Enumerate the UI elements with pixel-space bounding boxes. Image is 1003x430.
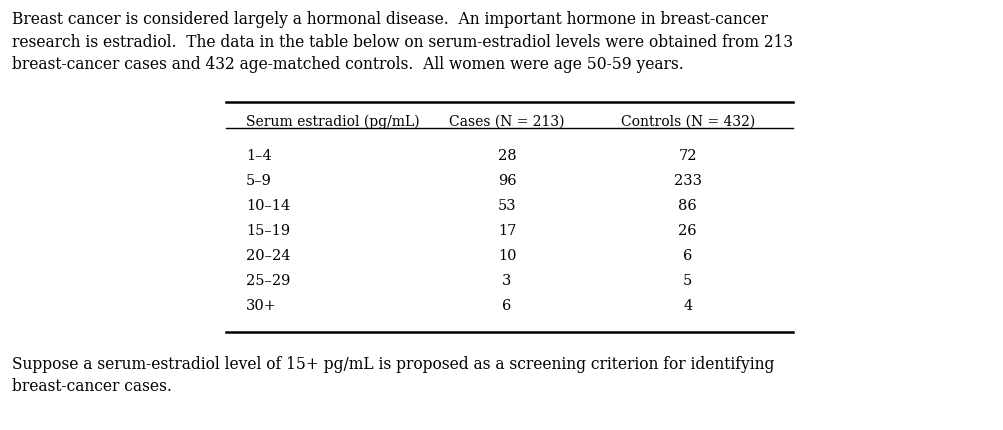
Text: 30+: 30+ — [246, 298, 277, 312]
Text: 20–24: 20–24 — [246, 249, 290, 262]
Text: Breast cancer is considered largely a hormonal disease.  An important hormone in: Breast cancer is considered largely a ho… — [12, 11, 792, 73]
Text: 28: 28 — [497, 149, 516, 163]
Text: 72: 72 — [678, 149, 696, 163]
Text: 4: 4 — [682, 298, 692, 312]
Text: 15–19: 15–19 — [246, 224, 290, 237]
Text: 86: 86 — [678, 199, 696, 212]
Text: 5–9: 5–9 — [246, 174, 272, 187]
Text: 6: 6 — [682, 249, 692, 262]
Text: 6: 6 — [502, 298, 512, 312]
Text: Suppose a serum-estradiol level of 15+ pg/mL is proposed as a screening criterio: Suppose a serum-estradiol level of 15+ p… — [12, 355, 773, 394]
Text: 3: 3 — [502, 273, 512, 287]
Text: 53: 53 — [497, 199, 516, 212]
Text: Serum estradiol (pg/mL): Serum estradiol (pg/mL) — [246, 114, 419, 129]
Text: 25–29: 25–29 — [246, 273, 290, 287]
Text: 233: 233 — [673, 174, 701, 187]
Text: Cases (N = 213): Cases (N = 213) — [448, 114, 565, 128]
Text: Controls (N = 432): Controls (N = 432) — [620, 114, 754, 128]
Text: 10–14: 10–14 — [246, 199, 290, 212]
Text: 96: 96 — [497, 174, 516, 187]
Text: 10: 10 — [497, 249, 516, 262]
Text: 1–4: 1–4 — [246, 149, 272, 163]
Text: 17: 17 — [497, 224, 516, 237]
Text: 26: 26 — [678, 224, 696, 237]
Text: 5: 5 — [682, 273, 692, 287]
